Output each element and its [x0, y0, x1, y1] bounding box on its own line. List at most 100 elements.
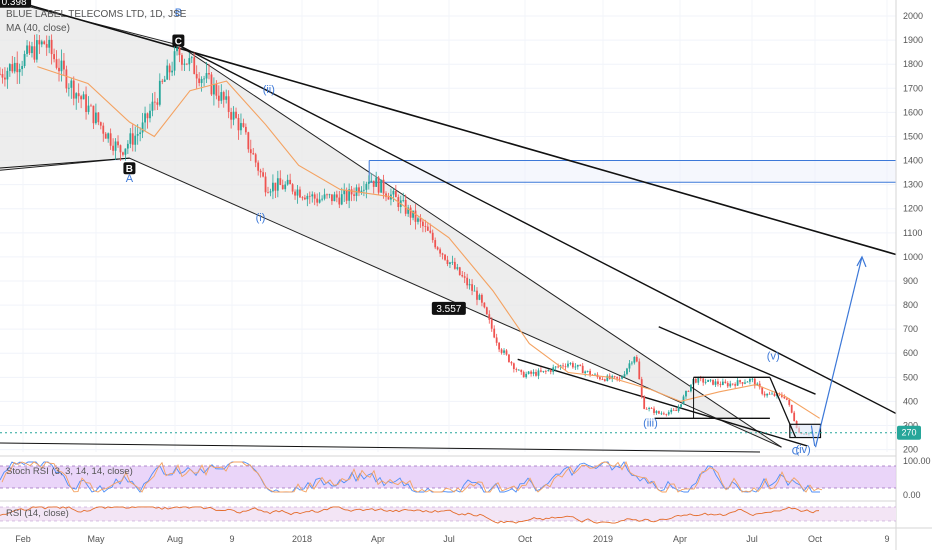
candle-body: [540, 370, 542, 372]
candle-body: [48, 39, 51, 48]
candle-body: [751, 378, 754, 380]
candle-body: [254, 154, 257, 163]
candle-body: [495, 337, 498, 343]
candle-body: [599, 377, 601, 380]
candle-body: [665, 414, 668, 416]
candle-body: [535, 371, 537, 376]
candle-body: [780, 394, 783, 397]
candle-body: [267, 192, 269, 194]
price-axis[interactable]: 2000 1900 1800 1700 1600 1500 1400 1300 1200 1100…: [903, 11, 923, 455]
candle-body: [567, 363, 569, 367]
candle-body: [303, 197, 306, 200]
candle-body: [451, 261, 454, 263]
candle-body: [249, 149, 252, 154]
candle-body: [584, 371, 587, 374]
candle-body: [119, 145, 122, 153]
time-tick-label: Aug: [167, 534, 183, 544]
candle-body: [45, 44, 48, 48]
candle-body: [547, 370, 550, 372]
candle-body: [771, 393, 773, 395]
candle-body: [13, 62, 16, 72]
candle-body: [281, 184, 284, 190]
price-tick-label: 200: [903, 445, 918, 455]
candle-body: [286, 179, 289, 185]
candle-body: [190, 57, 193, 59]
stoch-label: Stoch RSI (3, 3, 14, 14, close): [6, 466, 133, 477]
candle-body: [648, 408, 651, 409]
candle-body: [412, 210, 414, 218]
candle-body: [749, 379, 751, 382]
candle-body: [33, 46, 36, 60]
candle-body: [235, 111, 237, 118]
candle-body: [296, 189, 299, 196]
candle-body: [372, 180, 375, 187]
candle-body: [557, 366, 560, 368]
candle-body: [134, 135, 137, 145]
candle-body: [704, 381, 707, 383]
time-tick-label: 9: [884, 534, 889, 544]
candle-body: [259, 170, 262, 173]
candle-body: [23, 54, 26, 67]
candle-body: [18, 69, 21, 73]
resistance-zone: [369, 160, 896, 183]
candle-body: [60, 60, 63, 72]
left-channel-line: [0, 157, 130, 169]
candle-body: [107, 133, 110, 139]
candle-body: [628, 363, 631, 369]
annotation-label: 0.398: [2, 0, 27, 8]
candle-body: [768, 393, 771, 395]
candle-body: [672, 409, 675, 411]
price-tick-label: 1000: [903, 252, 923, 262]
candle-body: [173, 51, 176, 71]
candle-body: [82, 94, 85, 100]
time-tick-label: Jul: [443, 534, 455, 544]
candle-body: [468, 284, 471, 286]
candle-body: [734, 384, 737, 386]
price-tick-label: 600: [903, 348, 918, 358]
candle-body: [185, 63, 188, 65]
candle-body: [677, 406, 680, 412]
candle-body: [171, 70, 174, 73]
candle-body: [316, 198, 319, 203]
candle-body: [633, 356, 636, 363]
candle-body: [466, 277, 469, 286]
candle-body: [193, 57, 196, 75]
candle-body: [444, 254, 446, 260]
annotation-badge: [431, 301, 466, 315]
candle-body: [153, 101, 156, 103]
candle-body: [478, 294, 481, 300]
candle-body: [527, 371, 530, 374]
candle-body: [594, 374, 596, 376]
candle-body: [766, 393, 769, 396]
candle-body: [508, 354, 510, 363]
candle-body: [156, 102, 159, 105]
candle-body: [653, 408, 655, 413]
candle-body: [279, 178, 282, 185]
candle-body: [439, 249, 442, 254]
time-axis[interactable]: Feb May Aug 9 2018 Apr Jul Oct 2019 Apr Jul Oct 9: [15, 534, 889, 544]
wave-label: (iv): [795, 444, 810, 456]
candle-body: [67, 87, 70, 89]
candle-body: [299, 189, 301, 198]
candle-body: [552, 367, 555, 372]
candle-body: [306, 195, 309, 200]
candle-body: [409, 207, 412, 218]
candle-body: [195, 74, 198, 79]
candle-body: [694, 378, 697, 383]
trendline: [658, 326, 816, 395]
candle-body: [289, 179, 292, 185]
time-tick-label: Feb: [15, 534, 31, 544]
candle-body: [520, 369, 523, 373]
stoch-band: [0, 466, 896, 488]
candle-body: [333, 194, 336, 202]
candle-body: [498, 342, 501, 350]
candle-body: [490, 319, 493, 329]
candle-body: [58, 67, 60, 72]
stoch-tick-100: 100.00: [903, 456, 931, 466]
candle-body: [680, 404, 682, 407]
candle-body: [488, 314, 491, 320]
candle-body: [717, 381, 719, 385]
wave-label: C: [175, 37, 182, 48]
time-tick-label: Oct: [518, 534, 533, 544]
